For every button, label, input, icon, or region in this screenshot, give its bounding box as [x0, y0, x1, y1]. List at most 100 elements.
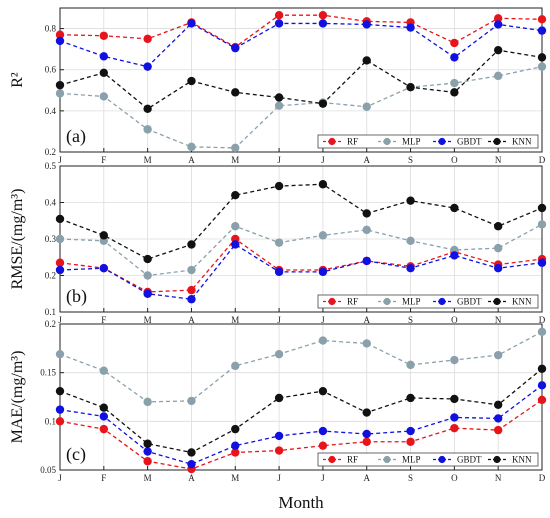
- legend-label: KNN: [512, 297, 532, 307]
- y-tick-label: 0.2: [45, 271, 56, 281]
- data-point-rf: [55, 258, 65, 267]
- x-tick-label: O: [451, 155, 458, 165]
- data-point-knn: [231, 424, 240, 434]
- y-tick-label: 0.8: [45, 24, 57, 34]
- legend-marker: [328, 455, 336, 464]
- data-point-rf: [537, 395, 547, 405]
- panel-3: 0.05 0.1 0.15 0.2 J F M A M J J A S O N D MAE/(mg/m³) (c)…: [9, 319, 547, 483]
- data-point-knn: [99, 68, 109, 78]
- data-point-rf: [318, 441, 328, 450]
- data-point-mlp: [231, 361, 240, 371]
- data-point-gbdt: [493, 20, 503, 29]
- data-point-knn: [406, 196, 415, 205]
- data-point-gbdt: [450, 251, 459, 260]
- data-point-mlp: [143, 125, 152, 134]
- legend-label: KNN: [512, 455, 532, 465]
- series-line-rf: [59, 14, 543, 48]
- data-point-mlp: [362, 339, 371, 348]
- data-point-mlp: [231, 143, 240, 153]
- data-point-mlp: [187, 396, 196, 406]
- data-point-knn: [274, 181, 284, 191]
- data-point-mlp: [274, 238, 284, 247]
- data-point-rf: [274, 446, 284, 455]
- legend-marker: [438, 137, 446, 146]
- series-line-knn: [59, 183, 543, 260]
- data-point-knn: [187, 448, 196, 457]
- data-point-mlp: [99, 92, 109, 101]
- data-point-rf: [493, 14, 503, 23]
- legend-marker: [328, 137, 336, 146]
- legend-label: RF: [347, 455, 358, 465]
- legend-marker: [383, 137, 391, 146]
- data-point-mlp: [362, 225, 371, 235]
- legend-marker: [438, 297, 446, 306]
- x-tick-label: M: [144, 315, 152, 325]
- x-tick-label: F: [101, 155, 106, 165]
- x-tick-label: M: [231, 315, 239, 325]
- data-point-knn: [362, 408, 371, 417]
- y-tick-label: 0.2: [45, 147, 56, 157]
- data-point-gbdt: [318, 426, 328, 436]
- data-point-gbdt: [537, 258, 547, 267]
- data-point-gbdt: [99, 412, 109, 421]
- data-point-mlp: [493, 71, 503, 81]
- data-point-gbdt: [55, 265, 65, 275]
- data-point-gbdt: [493, 414, 503, 423]
- data-point-mlp: [99, 366, 109, 375]
- data-point-knn: [537, 53, 547, 62]
- x-tick-label: M: [144, 473, 152, 483]
- x-tick-label: A: [363, 315, 370, 325]
- data-point-knn: [537, 203, 547, 213]
- legend-marker: [493, 455, 501, 464]
- data-point-gbdt: [318, 267, 328, 277]
- data-point-knn: [362, 209, 371, 218]
- y-axis-label: RMSE/(mg/m³): [9, 189, 26, 290]
- legend-box: [317, 134, 539, 149]
- x-tick-label: D: [539, 473, 546, 483]
- x-tick-label: M: [231, 473, 239, 483]
- legend-label: GBDT: [457, 137, 482, 147]
- data-point-gbdt: [143, 447, 152, 456]
- data-point-knn: [450, 203, 459, 213]
- series-line-mlp: [59, 223, 543, 277]
- data-point-gbdt: [143, 289, 152, 298]
- series-line-gbdt: [59, 22, 543, 68]
- x-tick-label: J: [321, 315, 325, 325]
- data-point-mlp: [362, 102, 371, 111]
- data-point-gbdt: [143, 62, 152, 71]
- panel-label: (c): [66, 444, 86, 465]
- data-point-gbdt: [55, 36, 65, 46]
- x-tick-label: A: [363, 155, 370, 165]
- data-point-gbdt: [55, 405, 65, 414]
- data-point-knn: [406, 393, 415, 403]
- data-point-rf: [231, 448, 240, 457]
- legend-marker: [383, 455, 391, 464]
- y-tick-label: 0.5: [45, 161, 57, 171]
- data-point-mlp: [406, 360, 415, 370]
- data-point-knn: [143, 254, 152, 264]
- data-point-gbdt: [537, 381, 547, 390]
- data-point-gbdt: [99, 264, 109, 273]
- data-point-rf: [143, 34, 152, 44]
- data-point-mlp: [318, 231, 328, 240]
- x-tick-label: A: [188, 155, 195, 165]
- y-tick-label: 0.05: [40, 465, 56, 475]
- x-tick-label: J: [277, 155, 281, 165]
- data-point-knn: [99, 403, 109, 412]
- data-point-knn: [187, 240, 196, 249]
- data-point-mlp: [537, 220, 547, 229]
- data-point-gbdt: [231, 43, 240, 53]
- legend-marker: [328, 297, 336, 306]
- y-axis-label: R²: [9, 72, 26, 88]
- data-point-gbdt: [187, 459, 196, 469]
- legend-box: [317, 294, 539, 309]
- data-point-rf: [55, 417, 65, 426]
- series-line-knn: [59, 368, 543, 454]
- data-point-mlp: [318, 336, 328, 345]
- data-point-knn: [55, 214, 65, 224]
- data-point-gbdt: [274, 431, 284, 441]
- data-point-mlp: [143, 397, 152, 407]
- data-point-gbdt: [362, 20, 371, 29]
- data-point-rf: [493, 425, 503, 435]
- data-point-knn: [537, 364, 547, 373]
